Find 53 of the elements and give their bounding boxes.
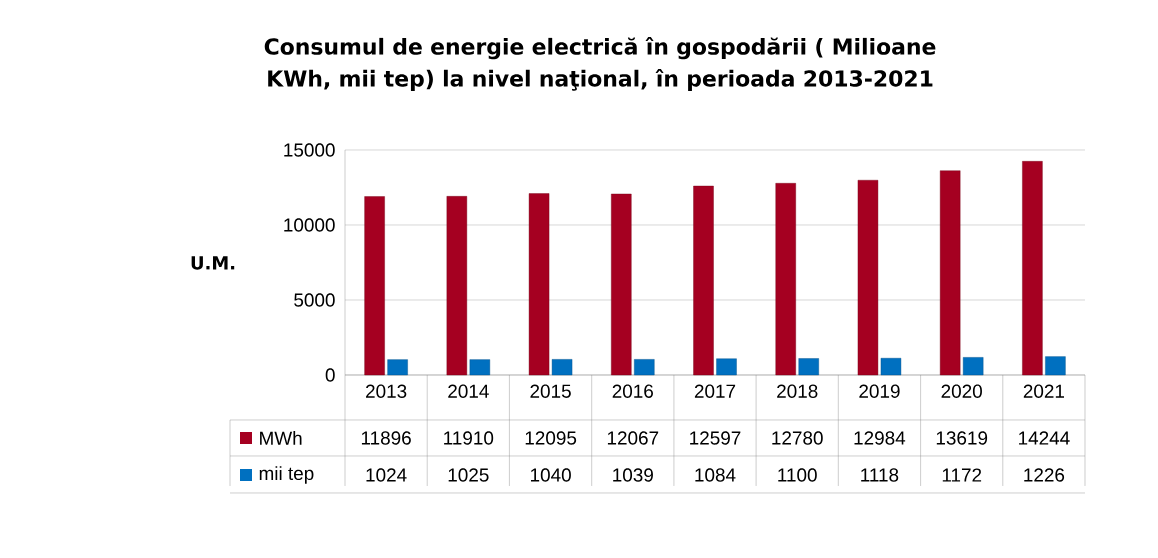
- data-label: 1025: [448, 468, 489, 482]
- bar: [775, 183, 796, 376]
- bar: [716, 358, 737, 376]
- data-label: 11910: [444, 431, 494, 445]
- data-label: 1039: [613, 468, 653, 482]
- data-label: 12095: [525, 431, 577, 445]
- bar: [387, 359, 408, 376]
- data-label: 1024: [366, 468, 407, 482]
- bar: [1022, 161, 1043, 376]
- x-tick-label: 2013: [366, 384, 407, 398]
- y-tick-label: 10000: [284, 218, 335, 232]
- bar: [962, 357, 984, 376]
- bar: [551, 359, 573, 376]
- y-axis-title: U.M.: [191, 256, 235, 270]
- x-tick-label: 2021: [1023, 384, 1065, 398]
- data-label: 12597: [690, 431, 741, 445]
- x-tick-label: 2019: [859, 384, 900, 398]
- x-tick-label: 2015: [530, 384, 571, 398]
- legend-label: mii tep: [259, 466, 314, 484]
- data-label: 1118: [861, 468, 899, 482]
- x-tick-label: 2017: [694, 384, 736, 398]
- bar: [798, 358, 819, 376]
- data-label: 1084: [695, 468, 736, 482]
- data-label: 12984: [854, 431, 906, 445]
- data-label: 1226: [1024, 468, 1065, 482]
- data-label: 13619: [936, 431, 988, 445]
- y-tick-label: 5000: [294, 293, 335, 307]
- y-tick-label: 15000: [284, 143, 335, 157]
- chart-title: Consumul de energie electrică în gospodării ( Milioane KWh, mii tep) la nivel naţional, în perioada 2013-2021: [264, 37, 936, 91]
- data-label: 14244: [1019, 431, 1070, 445]
- bar: [528, 193, 550, 376]
- bar: [364, 196, 385, 376]
- bar: [880, 358, 902, 376]
- data-label: 1040: [530, 468, 571, 482]
- x-tick-label: 2018: [777, 384, 818, 398]
- bar: [1045, 356, 1066, 376]
- legend-label: MWh: [260, 431, 302, 445]
- bar: [469, 359, 491, 376]
- x-tick-label: 2016: [612, 384, 653, 398]
- bar: [693, 185, 714, 376]
- bar: [446, 196, 468, 376]
- bar: [939, 170, 961, 376]
- data-label: 1100: [778, 468, 817, 482]
- data-label: 12067: [607, 431, 659, 445]
- bar: [634, 359, 655, 376]
- x-tick-label: 2020: [941, 384, 982, 398]
- bar: [857, 180, 879, 376]
- bar: [611, 193, 632, 376]
- data-label: 11896: [361, 431, 411, 445]
- x-tick-label: 2014: [448, 384, 489, 398]
- data-label: 12780: [772, 431, 823, 445]
- data-label: 1172: [942, 468, 982, 482]
- y-tick-label: 0: [325, 368, 335, 382]
